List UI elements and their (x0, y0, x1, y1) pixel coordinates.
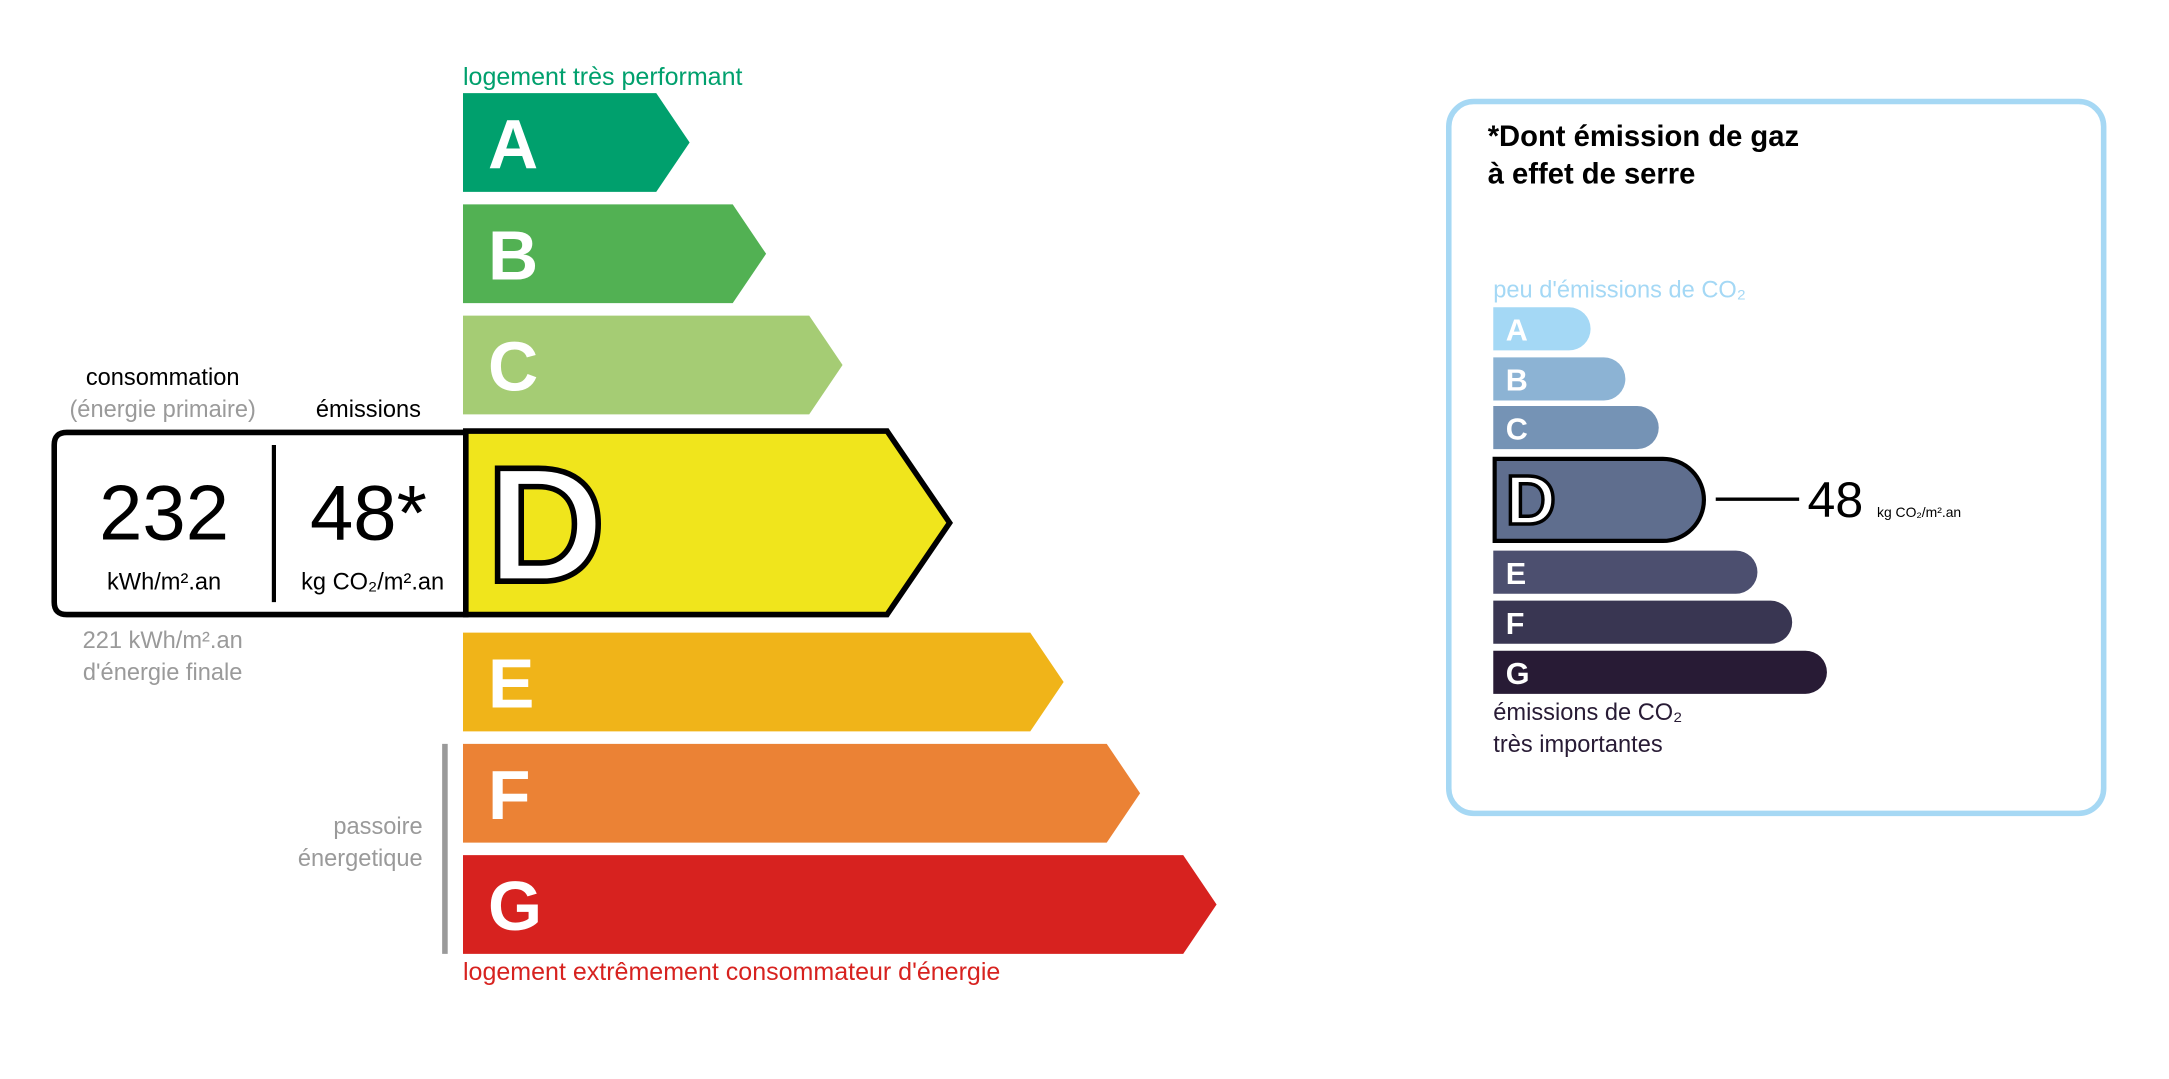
energy-bar (462, 632, 1064, 732)
ges-bar (1493, 406, 1659, 450)
energy-bottom-label: logement extrêmement consommateur d'éner… (463, 958, 1000, 986)
ges-letter: D (1506, 461, 1556, 539)
energy-letter: A (488, 105, 538, 183)
ges-value: 48 (1808, 472, 1864, 528)
ges-bar (1493, 550, 1758, 594)
energy-class-f: F (462, 743, 1141, 843)
energy-bar (462, 743, 1141, 843)
ges-bottom-label-1: émissions de CO₂ (1493, 700, 1682, 726)
energy-bar (462, 855, 1217, 954)
final-energy-value: 221 kWh/m².an (83, 628, 243, 654)
ges-letter: A (1506, 314, 1528, 348)
consumption-header: consommation (86, 365, 240, 391)
ges-bottom-label-2: très importantes (1493, 732, 1662, 758)
ges-bar (1493, 600, 1793, 644)
energy-bar (462, 204, 767, 304)
ges-class-e: E (1493, 550, 1758, 594)
emissions-unit: kg CO₂/m².an (301, 570, 444, 596)
energy-bar (462, 93, 690, 192)
consumption-unit: kWh/m².an (107, 570, 221, 596)
energy-letter: G (488, 867, 542, 945)
ges-unit: kg CO₂/m².an (1877, 504, 1961, 520)
ges-letter: F (1506, 607, 1525, 641)
energy-class-b: B (462, 204, 767, 304)
ges-bar (1493, 650, 1827, 694)
consumption-value: 232 (99, 471, 229, 557)
ges-letter: E (1506, 557, 1526, 591)
ges-letter: B (1506, 364, 1528, 398)
ges-letter: G (1506, 657, 1530, 691)
energy-letter: F (488, 756, 530, 834)
ges-class-g: G (1493, 650, 1827, 694)
energy-letter: C (488, 328, 538, 406)
value-box (51, 429, 469, 618)
emissions-header: émissions (316, 397, 421, 423)
energy-letter: E (488, 645, 534, 723)
energy-top-label: logement très performant (463, 63, 743, 91)
energy-letter: D (487, 432, 605, 616)
passoire-label-2: énergetique (298, 846, 423, 872)
consumption-subheader: (énergie primaire) (69, 397, 255, 423)
energy-current-box: 232 kWh/m².an 48* kg CO₂/m².an (51, 429, 469, 618)
ges-class-a: A (1493, 307, 1591, 351)
energy-class-d: D (462, 428, 953, 619)
ges-class-b: B (1493, 357, 1626, 401)
ges-class-c: C (1493, 406, 1659, 450)
ges-bar (1493, 357, 1626, 401)
energy-class-a: A (462, 93, 690, 192)
ges-class-d: D (1492, 456, 1706, 543)
emissions-value: 48* (310, 471, 427, 557)
ges-class-f: F (1493, 600, 1793, 644)
ges-title-1: *Dont émission de gaz (1488, 121, 1799, 153)
energy-letter: B (488, 216, 538, 294)
ges-title-2: à effet de serre (1488, 159, 1696, 191)
passoire-label-1: passoire (333, 814, 422, 840)
energy-class-g: G (462, 855, 1217, 954)
energy-class-c: C (462, 315, 843, 415)
energy-class-e: E (462, 632, 1064, 732)
energy-bar (462, 315, 843, 415)
final-energy-label: d'énergie finale (83, 660, 243, 686)
ges-bar (1492, 456, 1706, 543)
ges-bar (1493, 307, 1591, 351)
ges-letter: C (1506, 412, 1528, 446)
ges-top-label: peu d'émissions de CO₂ (1493, 278, 1746, 304)
